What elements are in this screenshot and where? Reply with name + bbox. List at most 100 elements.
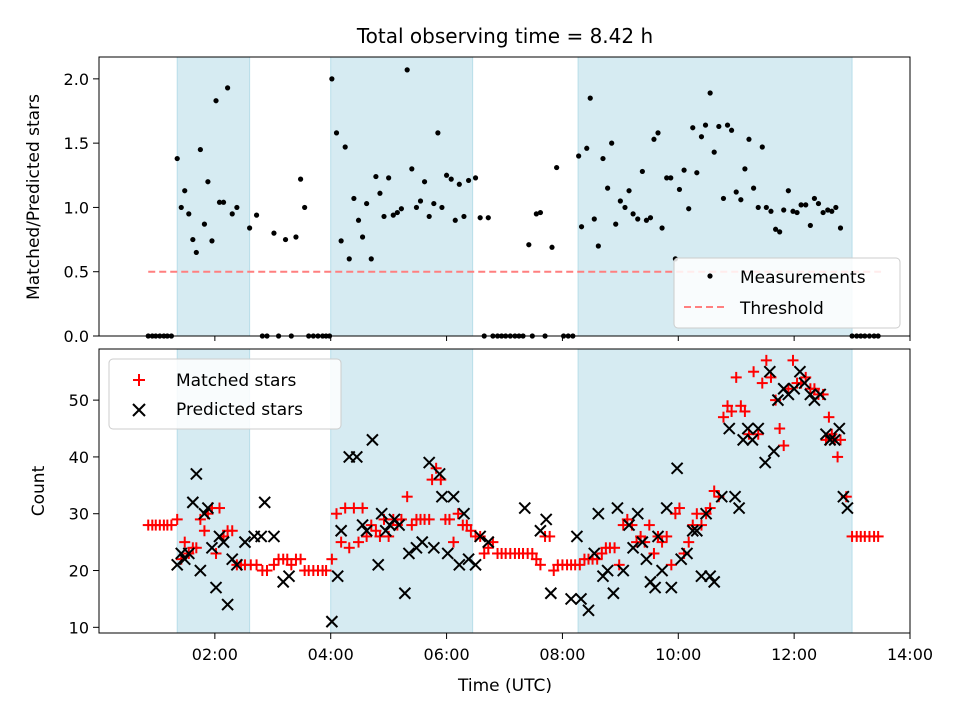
measurement-point: [681, 167, 687, 173]
measurement-point: [186, 211, 192, 217]
measurement-point: [763, 204, 769, 211]
measurement-point: [190, 236, 196, 243]
measurement-point: [728, 127, 735, 133]
matched-star-point: [430, 462, 442, 474]
predicted-star-point: [793, 365, 807, 378]
matched-star-point: [448, 536, 460, 548]
legend-predicted-label: Predicted stars: [176, 400, 303, 420]
measurement-point: [364, 200, 370, 207]
measurement-point: [595, 243, 601, 249]
matched-star-point: [683, 536, 695, 548]
matched-star-point: [722, 400, 734, 412]
matched-star-point: [353, 536, 365, 548]
measurement-point: [724, 122, 731, 128]
predicted-star-point: [238, 535, 252, 549]
predicted-star-point: [837, 490, 850, 503]
matched-star-point: [872, 530, 884, 542]
measurement-point: [193, 249, 199, 256]
bottom-ytick-label: 30: [69, 505, 89, 524]
legend-measurements-label: Measurements: [740, 268, 866, 288]
predicted-star-point: [433, 467, 446, 481]
matched-star-point: [774, 423, 786, 435]
matched-star-point: [343, 542, 355, 554]
matched-star-point: [596, 547, 608, 559]
measurement-point: [355, 217, 362, 223]
predicted-star-point: [457, 507, 471, 520]
predicted-star-point: [715, 490, 728, 503]
measurement-point: [768, 208, 774, 214]
matched-star-point: [665, 559, 677, 571]
predicted-star-point: [540, 513, 553, 526]
predicted-star-point: [453, 558, 466, 572]
predicted-star-point: [325, 615, 339, 628]
measurement-point: [435, 130, 441, 136]
predicted-star-point: [186, 496, 200, 509]
predicted-star-point: [435, 490, 449, 503]
x-axis-label: Time (UTC): [457, 676, 552, 696]
predicted-star-point: [469, 558, 482, 572]
measurement-point: [182, 188, 188, 194]
predicted-star-point: [217, 535, 230, 549]
measurement-point: [837, 225, 844, 231]
measurement-point: [605, 185, 611, 191]
predicted-star-point: [741, 422, 755, 435]
xtick-label: 08:00: [539, 645, 585, 664]
measurement-point: [702, 122, 709, 128]
predicted-star-point: [736, 433, 750, 447]
predicted-star-point: [841, 501, 854, 515]
predicted-star-point: [703, 569, 717, 583]
matched-star-point: [478, 547, 490, 559]
bottom-legend: Matched stars Predicted stars: [108, 358, 342, 430]
predicted-star-point: [670, 462, 684, 475]
measurement-point: [225, 85, 231, 91]
predicted-star-point: [366, 433, 379, 447]
matched-star-point: [748, 366, 760, 378]
matched-star-point: [165, 519, 177, 531]
matched-star-point: [823, 411, 835, 423]
predicted-star-point: [592, 507, 605, 520]
predicted-star-point: [213, 530, 226, 543]
matched-star-point: [190, 542, 202, 554]
predicted-star-point: [221, 598, 234, 611]
legend-matched-marker: [133, 374, 145, 386]
measurement-point: [533, 211, 539, 217]
measurement-point: [613, 221, 619, 227]
matched-star-point: [423, 513, 435, 525]
xtick-label: 02:00: [192, 645, 238, 664]
measurement-point: [282, 236, 289, 243]
measurement-point: [351, 195, 357, 202]
matched-star-point: [452, 508, 464, 520]
predicted-star-point: [636, 535, 649, 549]
matched-star-point: [673, 502, 685, 514]
predicted-star-point: [379, 524, 392, 537]
predicted-star-point: [350, 450, 363, 464]
measurement-point: [630, 211, 636, 217]
predicted-star-point: [482, 535, 495, 549]
measurement-point: [664, 175, 670, 181]
measurement-point: [773, 226, 779, 232]
count-panel: 10 20 30 40 50 02:00 04:00 06:00 08:00 10:00 12:0…: [29, 348, 933, 696]
measurement-point: [526, 242, 532, 248]
measurement-point: [448, 176, 454, 182]
measurement-point: [297, 176, 304, 182]
measurement-point: [807, 222, 813, 229]
measurement-point: [452, 217, 458, 223]
count-points: [142, 354, 884, 628]
matched-star-point: [808, 383, 820, 395]
matched-star-point: [760, 354, 772, 366]
predicted-star-point: [746, 433, 759, 447]
measurement-point: [205, 179, 211, 185]
bottom-x-ticks: 02:00 04:00 06:00 08:00 10:00 12:00 14:00: [192, 633, 933, 664]
predicted-star-point: [655, 564, 669, 577]
measurement-point: [234, 204, 240, 211]
matched-star-point: [691, 508, 703, 520]
matched-star-point: [213, 502, 225, 514]
matched-star-point: [574, 559, 586, 571]
measurement-point: [622, 204, 628, 211]
predicted-star-point: [814, 388, 827, 401]
predicted-star-point: [564, 592, 578, 606]
top-ytick-label: 2.0: [64, 70, 89, 89]
predicted-star-point: [201, 501, 215, 515]
matched-star-point: [406, 519, 418, 531]
matched-star-point: [268, 559, 280, 571]
